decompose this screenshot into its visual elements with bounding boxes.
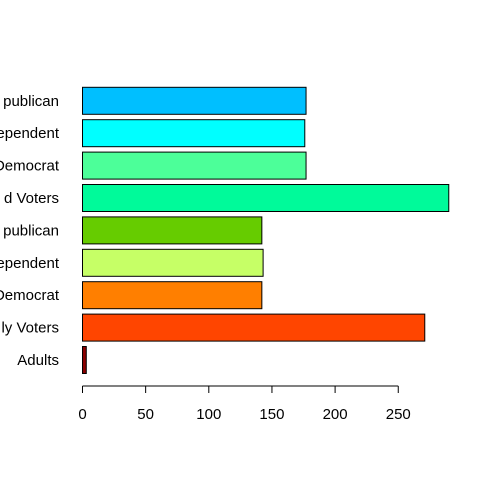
category-label: ependent bbox=[0, 255, 60, 272]
bar-8 bbox=[82, 119, 306, 148]
x-tick-label: 50 bbox=[137, 406, 154, 423]
x-tick-label: 0 bbox=[78, 406, 86, 423]
category-label: ly Voters bbox=[1, 320, 59, 337]
bar-3 bbox=[82, 281, 263, 310]
x-axis: 0 50 100 150 200 250 bbox=[78, 385, 411, 423]
bar-5 bbox=[82, 216, 263, 245]
category-label: Democrat bbox=[0, 287, 60, 304]
category-label: Democrat bbox=[0, 158, 60, 175]
x-tick-label: 100 bbox=[196, 406, 221, 423]
category-label: ependent bbox=[0, 125, 60, 142]
bar-2 bbox=[82, 313, 426, 342]
bar-9 bbox=[82, 86, 307, 115]
x-tick-label: 250 bbox=[386, 406, 411, 423]
category-label: d Voters bbox=[4, 190, 59, 207]
category-label: Adults bbox=[17, 352, 59, 369]
bar-7 bbox=[82, 151, 307, 180]
x-tick-label: 200 bbox=[323, 406, 348, 423]
bar-4 bbox=[82, 248, 264, 277]
x-tick-label: 150 bbox=[259, 406, 284, 423]
category-label: publican bbox=[3, 93, 59, 110]
bars-layer bbox=[82, 86, 450, 374]
bar-6 bbox=[82, 184, 450, 212]
bar-1 bbox=[82, 346, 87, 374]
category-labels: Adults ly Voters Democrat ependent publican d… bbox=[0, 93, 60, 369]
category-label: publican bbox=[3, 222, 59, 239]
